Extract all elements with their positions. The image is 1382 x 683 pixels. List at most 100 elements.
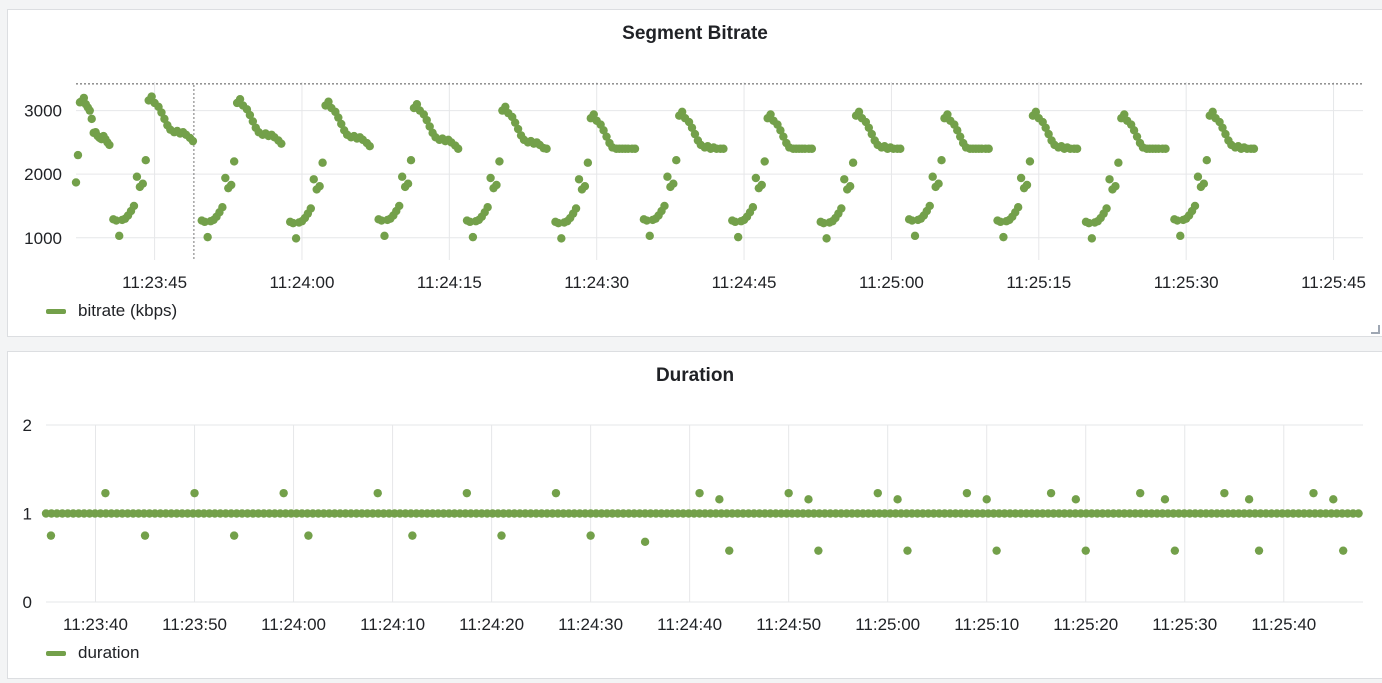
data-point[interactable]	[557, 234, 566, 243]
data-point[interactable]	[580, 182, 590, 191]
data-point[interactable]	[669, 179, 678, 188]
data-point[interactable]	[757, 180, 766, 190]
data-point[interactable]	[925, 201, 934, 211]
data-point[interactable]	[1129, 126, 1139, 135]
data-point[interactable]	[141, 155, 150, 165]
data-point[interactable]	[1221, 129, 1230, 139]
data-point-outlier[interactable]	[1244, 495, 1254, 504]
data-point[interactable]	[157, 108, 166, 117]
data-point-outlier[interactable]	[551, 488, 561, 498]
data-point[interactable]	[1022, 180, 1032, 190]
data-point-outlier[interactable]	[804, 495, 813, 504]
data-point[interactable]	[453, 144, 463, 153]
data-point[interactable]	[129, 201, 139, 211]
data-point[interactable]	[380, 231, 389, 241]
data-point[interactable]	[71, 178, 81, 187]
bitrate-legend[interactable]: bitrate (kbps)	[46, 301, 177, 321]
data-point[interactable]	[663, 172, 672, 181]
data-point[interactable]	[1031, 107, 1041, 117]
data-point[interactable]	[1176, 231, 1185, 241]
data-point[interactable]	[687, 123, 697, 132]
data-point[interactable]	[315, 182, 324, 191]
data-point[interactable]	[85, 106, 94, 115]
data-point[interactable]	[630, 144, 640, 153]
data-point[interactable]	[227, 180, 236, 190]
data-point[interactable]	[510, 118, 520, 127]
data-point-outlier[interactable]	[1135, 488, 1145, 498]
data-point[interactable]	[1072, 144, 1082, 153]
data-point[interactable]	[864, 123, 874, 132]
data-point[interactable]	[337, 119, 346, 129]
data-point-outlier[interactable]	[46, 531, 56, 540]
data-point[interactable]	[766, 110, 775, 119]
data-point-outlier[interactable]	[725, 546, 734, 555]
bitrate-chart[interactable]: 1000 2000 3000 11:23:45 11:24:00 11:24:15 11:2…	[8, 10, 1382, 338]
data-point-outlier[interactable]	[962, 488, 972, 498]
data-point-outlier[interactable]	[497, 531, 506, 540]
data-point-outlier[interactable]	[140, 531, 150, 540]
data-point[interactable]	[412, 100, 422, 109]
data-point[interactable]	[1249, 144, 1259, 153]
data-point-outlier[interactable]	[640, 537, 650, 547]
data-point-outlier[interactable]	[101, 488, 110, 498]
data-point-outlier[interactable]	[586, 531, 595, 540]
data-point[interactable]	[277, 139, 286, 148]
resize-handle[interactable]	[1371, 325, 1380, 334]
data-point[interactable]	[1190, 201, 1200, 211]
data-point[interactable]	[583, 158, 593, 167]
data-point[interactable]	[147, 92, 156, 101]
data-point[interactable]	[513, 124, 523, 134]
data-point[interactable]	[245, 110, 255, 120]
data-point[interactable]	[845, 182, 855, 191]
data-point[interactable]	[1013, 203, 1023, 212]
data-point[interactable]	[719, 144, 728, 153]
data-point[interactable]	[690, 129, 700, 139]
data-point[interactable]	[235, 94, 245, 104]
data-point-outlier[interactable]	[1338, 546, 1348, 555]
data-point[interactable]	[999, 232, 1008, 242]
data-point[interactable]	[1132, 132, 1142, 141]
data-point-outlier[interactable]	[190, 488, 199, 498]
data-point[interactable]	[848, 158, 858, 167]
data-point[interactable]	[1354, 509, 1363, 518]
data-point[interactable]	[218, 203, 227, 212]
data-point[interactable]	[943, 110, 952, 119]
data-point[interactable]	[291, 234, 301, 243]
data-point[interactable]	[334, 113, 343, 122]
data-point[interactable]	[733, 232, 743, 242]
data-point[interactable]	[324, 97, 333, 106]
data-point[interactable]	[160, 114, 169, 124]
data-point[interactable]	[672, 155, 681, 165]
data-point[interactable]	[403, 179, 413, 188]
data-point[interactable]	[203, 232, 212, 242]
data-point[interactable]	[542, 144, 551, 153]
data-point[interactable]	[73, 150, 83, 160]
data-point[interactable]	[1208, 107, 1217, 117]
data-point[interactable]	[822, 234, 831, 243]
data-point[interactable]	[406, 155, 416, 165]
data-point[interactable]	[1218, 123, 1227, 132]
data-point[interactable]	[318, 158, 327, 167]
data-point[interactable]	[1202, 155, 1211, 165]
data-point-outlier[interactable]	[715, 495, 724, 504]
data-point-outlier[interactable]	[373, 488, 382, 498]
data-point-outlier[interactable]	[408, 531, 417, 540]
data-point[interactable]	[115, 231, 124, 241]
data-point-outlier[interactable]	[903, 546, 912, 555]
data-point[interactable]	[248, 117, 258, 126]
data-point-outlier[interactable]	[1071, 495, 1081, 504]
data-point-outlier[interactable]	[784, 488, 793, 498]
data-point[interactable]	[677, 107, 687, 117]
data-point[interactable]	[1041, 123, 1050, 132]
data-point[interactable]	[188, 136, 198, 146]
data-point[interactable]	[928, 172, 937, 181]
data-point[interactable]	[660, 201, 669, 211]
data-point-outlier[interactable]	[462, 488, 472, 498]
data-point[interactable]	[937, 155, 946, 165]
data-point[interactable]	[867, 129, 876, 139]
data-point[interactable]	[468, 232, 478, 242]
data-point-outlier[interactable]	[1160, 495, 1170, 504]
legend-label-bitrate[interactable]: bitrate (kbps)	[78, 301, 178, 320]
data-point[interactable]	[751, 173, 761, 183]
duration-legend[interactable]: duration	[46, 643, 139, 663]
